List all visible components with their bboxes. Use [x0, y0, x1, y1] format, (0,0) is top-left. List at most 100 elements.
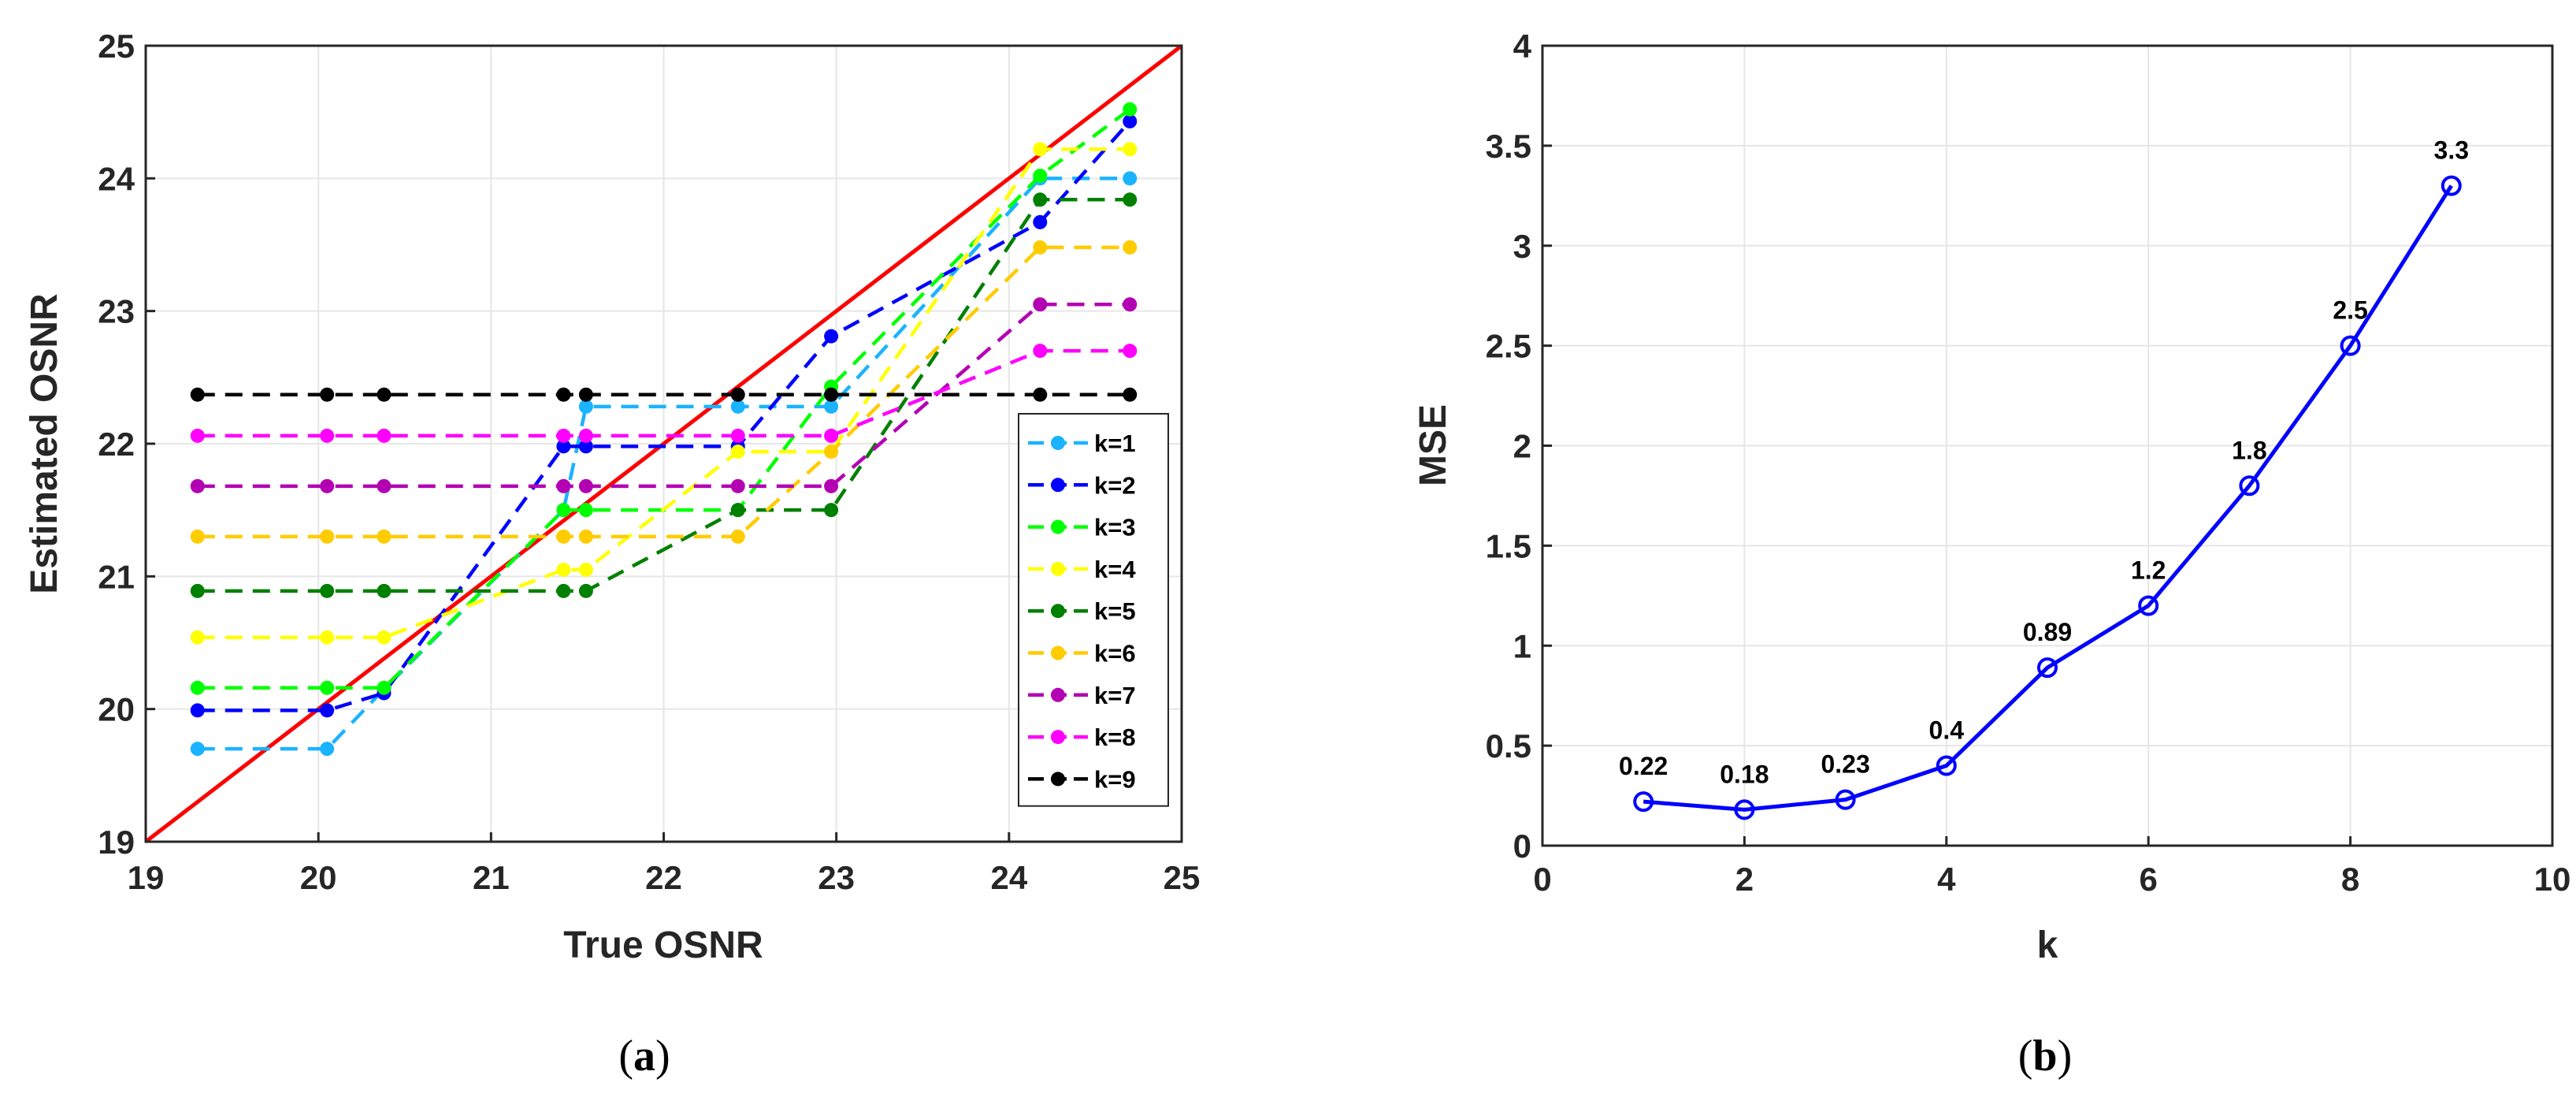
caption-b-letter: b [2032, 1032, 2057, 1081]
chart-b-xtick-label: 0 [1533, 861, 1551, 898]
chart-b-xtick-label: 8 [2341, 861, 2359, 898]
chart-a-point [556, 439, 571, 454]
chart-a-point [824, 503, 839, 518]
chart-a-point [320, 742, 335, 757]
chart-a-legend-entry: k=1 [1028, 430, 1136, 457]
chart-a-point [377, 680, 392, 695]
chart-a-legend-entry: k=9 [1028, 765, 1136, 793]
chart-a-ytick-label: 25 [98, 28, 135, 65]
chart-b-point [1835, 789, 1856, 810]
chart-a-point [377, 529, 392, 544]
chart-a-point [824, 444, 839, 459]
chart-a-legend-label: k=2 [1094, 471, 1136, 499]
chart-a-legend-marker [1051, 772, 1065, 787]
chart-b-xtick-label: 2 [1735, 861, 1754, 898]
chart-a-point [578, 529, 593, 544]
chart-a-legend-label: k=8 [1094, 723, 1136, 751]
caption-a: (a) [618, 1032, 670, 1081]
chart-b-point [2239, 475, 2260, 497]
chart-a-point [320, 680, 335, 695]
chart-a-point [190, 703, 205, 718]
chart-a-point [556, 387, 571, 402]
chart-a-point [320, 529, 335, 544]
chart-a-legend-marker [1051, 519, 1065, 534]
chart-a-point [1123, 192, 1138, 207]
chart-a-point [730, 444, 745, 459]
caption-a-letter: a [633, 1032, 655, 1081]
chart-a-legend-label: k=4 [1094, 556, 1136, 583]
chart-b-ticks: 0 2 4 6 8 10 0 0.5 1 1.5 2 2.5 3 3.5 4 [1486, 28, 2571, 898]
caption-b: (b) [2018, 1032, 2072, 1081]
chart-a-point [1123, 171, 1138, 186]
chart-a-point [1033, 142, 1048, 157]
chart-b-point [2441, 175, 2462, 196]
chart-b-ytick-label: 3.5 [1486, 128, 1531, 165]
chart-a-point [320, 428, 335, 443]
chart-a-series-k=5 [190, 192, 1138, 598]
chart-a-legend-marker [1051, 478, 1065, 493]
chart-a-point [1123, 387, 1138, 402]
chart-b-point [2037, 657, 2058, 679]
chart-a-legend-entry: k=3 [1028, 514, 1136, 541]
chart-a-ytick-label: 19 [98, 824, 135, 861]
chart-b-ytick-label: 0 [1513, 828, 1531, 865]
chart-b-ytick-label: 2 [1513, 428, 1531, 465]
chart-b-xtick-label: 10 [2534, 861, 2571, 898]
chart-a-legend-label: k=5 [1094, 597, 1136, 625]
chart-a-point [377, 630, 392, 645]
chart-a-point [320, 478, 335, 493]
chart-b-ytick-label: 0.5 [1486, 727, 1531, 764]
chart-b-data-label: 0.89 [2023, 618, 2072, 646]
chart-a-xlabel: True OSNR [563, 924, 763, 966]
chart-b-series: 0.22 0.18 0.23 0.4 0.89 1.2 1.8 2.5 3.3 [1619, 136, 2469, 820]
chart-a-point [190, 742, 205, 757]
chart-a-point [730, 529, 745, 544]
chart-a-point [578, 562, 593, 577]
chart-a-point [556, 562, 571, 577]
chart-a-point [556, 529, 571, 544]
chart-b-xtick-label: 6 [2140, 861, 2158, 898]
chart-a-point [190, 583, 205, 598]
chart-a-point [1123, 102, 1138, 117]
chart-a-point [556, 583, 571, 598]
chart-a-point [1123, 113, 1138, 128]
chart-a-ytick-label: 21 [98, 558, 135, 595]
chart-a-point [824, 428, 839, 443]
svg-text:(b): (b) [2018, 1032, 2072, 1081]
chart-a-point [578, 503, 593, 518]
chart-a-series-k=9 [190, 387, 1138, 402]
chart-a-point [377, 583, 392, 598]
chart-b-xtick-label: 4 [1937, 861, 1956, 898]
chart-b-data-label: 1.8 [2232, 436, 2266, 464]
chart-b-data-label: 1.2 [2131, 556, 2166, 585]
chart-b-data-label: 0.22 [1619, 752, 1668, 780]
chart-a-point [377, 478, 392, 493]
chart-a-point [1033, 344, 1048, 359]
chart-b-ytick-label: 1 [1513, 627, 1531, 664]
chart-a-legend-marker [1051, 436, 1065, 450]
chart-a-legend-label: k=7 [1094, 682, 1136, 709]
chart-a-xtick-label: 23 [818, 859, 855, 896]
chart-b-ytick-label: 1.5 [1486, 527, 1531, 564]
chart-b-ylabel: MSE [1412, 404, 1454, 486]
chart-a-legend-label: k=6 [1094, 640, 1136, 668]
chart-a-point [320, 630, 335, 645]
chart-b-data-label: 3.3 [2434, 136, 2469, 165]
chart-a-ticks: 19 20 21 22 23 24 25 19 20 21 22 23 24 25 [98, 28, 1200, 896]
chart-a-legend-entry: k=8 [1028, 723, 1136, 751]
chart-a-point [556, 503, 571, 518]
chart-a-point [190, 387, 205, 402]
chart-a-ytick-label: 22 [98, 426, 135, 463]
chart-a-point [578, 399, 593, 414]
chart-a-point [730, 428, 745, 443]
chart-a-point [730, 478, 745, 493]
chart-a-xtick-label: 20 [300, 859, 337, 896]
chart-a-series-k=6 [190, 240, 1138, 544]
chart-a-point [578, 478, 593, 493]
chart-a-point [377, 387, 392, 402]
chart-a-legend-marker [1051, 604, 1065, 619]
chart-a-legend-label: k=9 [1094, 765, 1136, 793]
chart-a-point [1033, 214, 1048, 229]
chart-a-xtick-label: 21 [473, 859, 510, 896]
chart-a-xtick-label: 22 [645, 859, 682, 896]
